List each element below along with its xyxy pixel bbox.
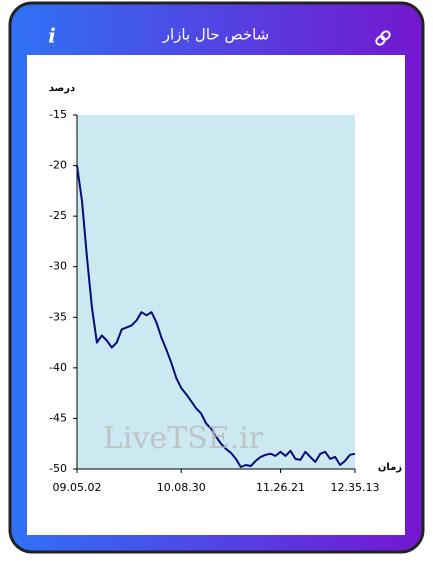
link-icon-part [375,35,386,46]
link-icon-part [380,30,391,41]
y-axis-label: درصد [49,83,75,94]
data-line [76,165,356,468]
link-button[interactable] [375,30,391,46]
watermark: LiveTSE.ir [103,421,264,456]
y-tick-label: -35 [49,310,67,323]
chart: -50 -45 -40 -35 -30 -25 -20 -15 09.05.02 10.08.30… [49,108,379,494]
y-tick-label: -20 [49,159,67,172]
y-tick-label: -25 [49,209,67,222]
y-tick-label: -40 [49,361,67,374]
x-tick-label: 10.08.30 [157,481,206,494]
y-tick-label: -30 [49,260,67,273]
info-button[interactable]: i [48,24,56,48]
x-tick-label: 11.26.21 [256,481,305,494]
x-tick-label: 09.05.02 [53,481,102,494]
y-tick-label: -15 [49,108,67,121]
header-title: شاخص حال بازار [162,26,269,44]
y-tick-label: -50 [49,462,67,475]
plot-area [77,115,355,469]
y-tick-label: -45 [49,411,67,424]
x-axis-label: زمان [378,462,402,473]
x-tick-label: 12.35.13 [331,481,380,494]
